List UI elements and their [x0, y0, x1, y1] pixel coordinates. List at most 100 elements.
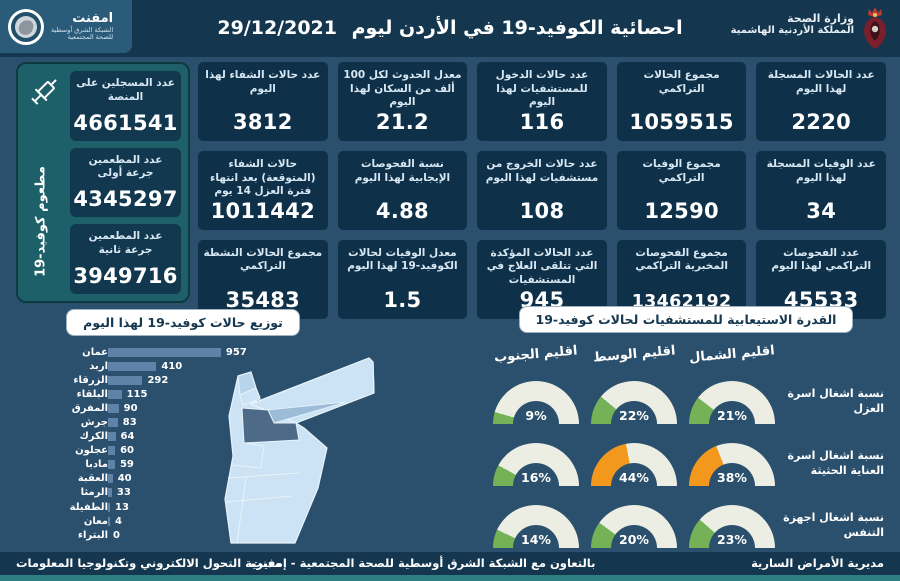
stat-card: معدل الحدوث لكل 100 ألف من السكان لهذا ا… — [337, 62, 468, 141]
bar-chart-title: توزيع حالات كوفيد-19 لهذا اليوم — [66, 309, 300, 336]
stat-card: عدد الحالات المسجلة لهذا اليوم 2220 — [756, 62, 886, 141]
bar — [108, 460, 115, 470]
bottom-accent-strip — [0, 575, 900, 581]
gauge: 20% — [591, 504, 677, 548]
stat-card-label: مجموع الحالات النشطة التراكمي — [203, 246, 323, 273]
stat-card-label: عدد الفحوصات التراكمي لهذا اليوم — [771, 246, 872, 273]
bar — [108, 474, 113, 484]
bar-value-label: 64 — [120, 431, 135, 443]
report-date: 29/12/2021 — [217, 17, 337, 39]
bar — [108, 432, 116, 442]
stat-card: عدد الحالات المؤكدة التي تتلقى العلاج في… — [477, 239, 607, 319]
region-header: اقليم الوسط — [592, 342, 676, 366]
bar-category-label: البتراء — [77, 529, 108, 541]
bar-value-label: 410 — [161, 360, 183, 372]
vaccination-card-value: 3949716 — [73, 264, 178, 289]
gauge-hole — [611, 400, 657, 424]
bar — [108, 418, 118, 428]
vaccination-card-value: 4345297 — [73, 187, 178, 212]
stat-card-value: 1059515 — [629, 109, 734, 134]
cases-distribution-chart: توزيع حالات كوفيد-19 لهذا اليوم عمان 957 ا… — [28, 309, 338, 542]
stat-card: مجموع الحالات التراكمي 1059515 — [616, 62, 747, 141]
map-region-mafraq — [250, 357, 375, 424]
gauge-value: 16% — [521, 469, 551, 485]
bar-category-label: المفرق — [71, 402, 108, 414]
header-bar: امفنت الشبكة الشرق أوسطية للصحة المجتمعي… — [0, 0, 900, 57]
page-title: احصائية الكوفيد-19 في الأردن ليوم 29/12/… — [0, 0, 900, 57]
stat-card-value: 21.2 — [375, 109, 429, 134]
bar-row: الرمثا 33 — [28, 486, 338, 500]
gauge-hole — [513, 462, 559, 486]
ministry-name-block: وزارة الصحة المملكة الأردنية الهاشمية — [731, 12, 854, 36]
bar-category-label: عمان — [82, 346, 108, 358]
vaccination-card-label: عدد المطعمين جرعة أولى — [88, 153, 163, 180]
bar-value-label: 90 — [123, 402, 138, 414]
gauge: 38% — [689, 442, 775, 486]
bar — [108, 488, 112, 498]
stat-card-label: عدد حالات الشفاء لهذا اليوم — [205, 69, 321, 95]
footer-bar: مديرية الأمراض السارية بالتعاون مع الشبك… — [0, 552, 900, 575]
gauge-hole — [709, 400, 755, 424]
stat-card-label: معدل الوفيات لحالات الكوفيد-19 لهذا اليو… — [347, 246, 458, 273]
bar — [108, 389, 122, 399]
bar — [108, 347, 221, 357]
gauge-hole — [513, 524, 559, 548]
gauge-value: 22% — [619, 407, 649, 423]
bar-row: الكرك 64 — [28, 430, 338, 444]
bar-row: البتراء 0 — [28, 528, 338, 542]
gauge-hole — [611, 462, 657, 486]
gauge-value: 20% — [619, 531, 649, 547]
stat-card: عدد حالات الدخول للمستشفيات لهذا اليوم 11… — [477, 62, 607, 141]
stat-card-value: 1.5 — [383, 287, 422, 312]
bar-chart-rows: عمان 957 اربد 410 الزرقاء 292 البلقاء 115 المفرق… — [28, 345, 338, 542]
vaccination-card: عدد المطعمين جرعة ثانية 3949716 — [70, 224, 181, 295]
stat-card: عدد الفحوصات التراكمي لهذا اليوم 45533 — [756, 239, 886, 319]
bar-value-label: 33 — [116, 487, 131, 499]
gauge: 9% — [493, 380, 579, 424]
region-header: اقليم الشمال — [688, 342, 776, 366]
bar — [108, 375, 143, 385]
vaccination-vertical-label: مطعوم كوفيد-19 — [33, 166, 49, 277]
page-title-text: احصائية الكوفيد-19 في الأردن ليوم — [351, 17, 683, 39]
region-header: اقليم الجنوب — [493, 342, 579, 366]
emphnet-logo: امفنت الشبكة الشرق أوسطية للصحة المجتمعي… — [0, 0, 132, 53]
footer-directorate-right: مديرية الأمراض السارية — [751, 556, 884, 570]
bar-row: اربد 410 — [28, 359, 338, 373]
stat-card: عدد الوفيات المسجلة لهذا اليوم 34 — [756, 150, 886, 230]
gauge-hole — [709, 462, 755, 486]
stat-card: مجموع الحالات النشطة التراكمي 35483 — [198, 239, 328, 319]
bar-value-label: 957 — [225, 346, 247, 358]
vaccination-card-label: عدد المطعمين جرعة ثانية — [88, 230, 163, 256]
stat-card-label: عدد الحالات المسجلة لهذا اليوم — [767, 69, 875, 95]
stat-card-label: مجموع الفحوصات المخبرية التراكمي — [635, 246, 728, 273]
stat-card-label: نسبة الفحوصات الإيجابية لهذا اليوم — [354, 157, 451, 184]
stat-card-value: 116 — [519, 109, 565, 134]
ministry-name: وزارة الصحة — [787, 12, 854, 25]
stat-card-label: معدل الحدوث لكل 100 ألف من السكان لهذا ا… — [343, 69, 462, 109]
bar-value-label: 4 — [115, 515, 122, 527]
gauge: 21% — [689, 380, 775, 424]
stat-card-label: مجموع الوفيات التراكمي — [642, 157, 721, 184]
bar-category-label: معان — [83, 515, 108, 527]
stat-card: عدد حالات الشفاء لهذا اليوم 3812 — [198, 62, 328, 141]
bar-row: البلقاء 115 — [28, 387, 338, 401]
stat-card: حالات الشفاء (المتوقعة) بعد انتهاء فترة … — [198, 150, 328, 230]
bar-value-label: 115 — [126, 388, 148, 400]
bar-value-label: 60 — [120, 445, 134, 457]
stat-card: مجموع الوفيات التراكمي 12590 — [616, 150, 747, 230]
globe-icon — [8, 8, 44, 45]
bar — [108, 516, 110, 526]
gauge: 44% — [591, 442, 677, 486]
gauge-value: 38% — [717, 469, 747, 485]
bar-value-label: 40 — [117, 473, 132, 485]
gauge-value: 21% — [717, 407, 747, 423]
gauge: 14% — [493, 504, 579, 548]
gauge: 22% — [591, 380, 677, 424]
kingdom-name: المملكة الأردنية الهاشمية — [730, 25, 854, 36]
hospital-capacity-section: القدرة الاستيعابية للمستشفيات لحالات كوف… — [484, 306, 888, 557]
jordan-map — [206, 336, 406, 552]
bar-category-label: العقبة — [77, 473, 108, 485]
footer-directorate-left: مديرية التحول الالكتروني وتكنولوجيا المع… — [16, 556, 282, 570]
stat-card-label: عدد حالات الخروج من مستشفيات لهذا اليوم — [485, 157, 599, 184]
emphnet-logo-subtext2: للصحة المجتمعية — [67, 32, 114, 41]
